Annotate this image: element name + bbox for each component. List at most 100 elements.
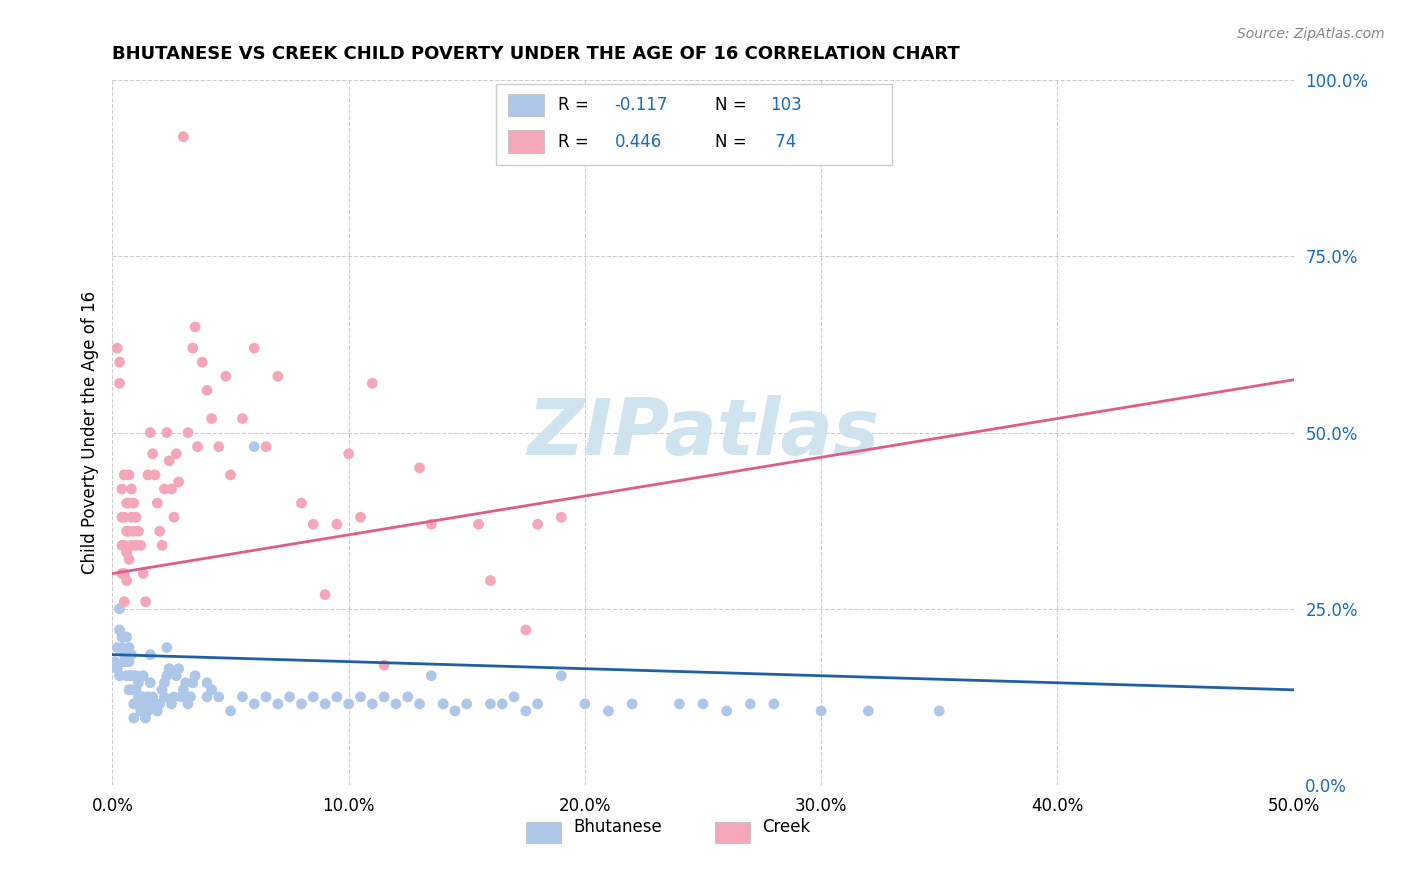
Point: [136, 704, 159, 718]
Point: [278, 690, 301, 704]
Point: [115, 524, 138, 539]
Point: [139, 648, 162, 662]
Point: [108, 669, 131, 683]
Point: [122, 711, 145, 725]
Point: [122, 697, 145, 711]
Point: [111, 566, 134, 581]
Point: [132, 690, 155, 704]
FancyBboxPatch shape: [526, 822, 561, 844]
Point: [112, 630, 135, 644]
Point: [108, 376, 131, 391]
Point: [326, 517, 349, 532]
Point: [201, 682, 224, 697]
Point: [136, 467, 159, 482]
Point: [118, 552, 141, 566]
Text: BHUTANESE VS CREEK CHILD POVERTY UNDER THE AGE OF 16 CORRELATION CHART: BHUTANESE VS CREEK CHILD POVERTY UNDER T…: [112, 45, 960, 63]
Point: [574, 697, 596, 711]
Point: [143, 467, 166, 482]
Point: [160, 697, 183, 711]
Point: [692, 697, 714, 711]
Point: [111, 630, 134, 644]
Point: [111, 510, 134, 524]
Point: [177, 697, 200, 711]
Point: [219, 704, 242, 718]
Point: [420, 669, 443, 683]
Point: [179, 690, 201, 704]
Point: [139, 675, 162, 690]
Point: [118, 669, 141, 683]
Point: [716, 704, 738, 718]
Point: [112, 595, 135, 609]
Point: [132, 669, 155, 683]
Point: [149, 524, 172, 539]
Text: Source: ZipAtlas.com: Source: ZipAtlas.com: [1237, 27, 1385, 41]
Point: [150, 538, 173, 552]
Point: [515, 623, 537, 637]
Point: [231, 690, 253, 704]
Point: [163, 510, 186, 524]
Point: [105, 341, 128, 355]
Point: [120, 669, 142, 683]
Point: [112, 648, 135, 662]
FancyBboxPatch shape: [496, 84, 891, 165]
Point: [153, 690, 176, 704]
Point: [153, 482, 176, 496]
Point: [668, 697, 690, 711]
Point: [122, 524, 145, 539]
Point: [135, 595, 157, 609]
Point: [432, 697, 454, 711]
Point: [132, 566, 155, 581]
Point: [115, 574, 138, 588]
Point: [195, 690, 218, 704]
Point: [231, 411, 253, 425]
Point: [762, 697, 785, 711]
FancyBboxPatch shape: [508, 130, 544, 153]
Point: [157, 454, 180, 468]
Point: [112, 566, 135, 581]
Point: [444, 704, 467, 718]
Point: [290, 496, 312, 510]
Point: [150, 682, 173, 697]
Point: [361, 697, 384, 711]
Point: [302, 690, 325, 704]
Text: N =: N =: [714, 133, 752, 151]
Text: R =: R =: [558, 96, 593, 114]
Point: [491, 697, 513, 711]
Point: [515, 704, 537, 718]
Point: [135, 711, 157, 725]
Point: [127, 524, 149, 539]
Point: [184, 320, 207, 334]
Point: [125, 538, 148, 552]
Point: [526, 517, 548, 532]
Point: [396, 690, 419, 704]
Point: [177, 425, 200, 440]
Point: [104, 655, 127, 669]
Point: [208, 440, 231, 454]
Point: [118, 467, 141, 482]
Point: [174, 675, 197, 690]
Point: [167, 475, 190, 489]
Point: [408, 460, 430, 475]
Point: [115, 545, 138, 559]
Point: [163, 690, 186, 704]
Point: [337, 447, 360, 461]
Point: [118, 682, 141, 697]
Point: [215, 369, 238, 384]
Point: [146, 496, 169, 510]
Point: [858, 704, 880, 718]
Point: [267, 697, 290, 711]
Point: [142, 447, 165, 461]
Text: Creek: Creek: [762, 818, 810, 836]
Point: [149, 697, 172, 711]
Point: [479, 574, 502, 588]
Point: [195, 675, 218, 690]
Point: [160, 482, 183, 496]
Text: 74: 74: [770, 133, 797, 151]
Point: [290, 697, 312, 711]
Point: [740, 697, 762, 711]
Point: [337, 697, 360, 711]
Point: [243, 341, 266, 355]
Point: [156, 669, 179, 683]
Point: [118, 655, 141, 669]
Point: [157, 662, 180, 676]
